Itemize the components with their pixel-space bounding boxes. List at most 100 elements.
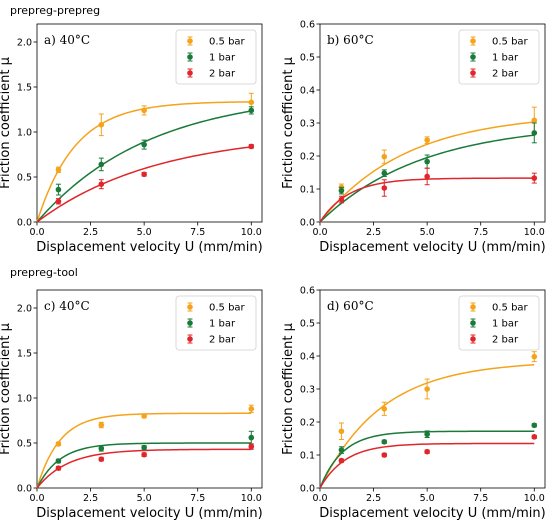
data-point-series-0 <box>248 99 255 106</box>
y-tick-label: 0.5 <box>300 52 315 63</box>
chart-panels: 0.0 2.5 5.0 7.5 10.0 0.0 0.5 1.0 1.5 2.0 Displacem… <box>0 19 546 521</box>
x-tick-label: 7.5 <box>190 493 205 504</box>
data-point-series-0 <box>248 406 255 412</box>
data-point-series-0 <box>424 386 430 392</box>
y-axis-label: Friction coefficient μ <box>0 323 13 455</box>
data-point-series-1 <box>55 186 62 193</box>
data-point-series-2 <box>338 457 345 464</box>
legend-entry-label: 1 bar <box>492 319 519 330</box>
x-tick-label: 5.0 <box>137 227 152 238</box>
plot-frame <box>36 289 263 489</box>
fit-curve-series-2 <box>36 448 252 489</box>
y-tick-label: 0.5 <box>17 172 32 183</box>
data-point-series-1 <box>424 431 430 438</box>
x-tick-label: 5.0 <box>420 493 435 504</box>
data-point-series-0 <box>338 428 345 435</box>
y-axis-label: Friction coefficient μ <box>281 57 296 189</box>
legend-entry-label: 2 bar <box>492 69 519 80</box>
legend-box <box>458 29 540 85</box>
data-point-series-1 <box>531 130 538 136</box>
y-tick-label: 0.5 <box>17 438 32 449</box>
y-tick-label: 0.4 <box>300 351 315 362</box>
x-tick-label: 2.5 <box>366 227 381 238</box>
data-point-series-2 <box>141 451 147 458</box>
legend-marker <box>187 54 193 60</box>
fit-curve-series-0 <box>319 121 535 223</box>
y-tick-label: 1.0 <box>17 393 32 404</box>
data-point-series-1 <box>338 187 345 194</box>
y-tick-label: 2.0 <box>17 303 32 314</box>
data-point-series-0 <box>141 413 147 419</box>
data-point-series-2 <box>248 443 255 450</box>
panel-label: b) 60°C <box>327 33 374 47</box>
legend-marker <box>470 54 476 60</box>
data-point-series-1 <box>531 422 538 429</box>
data-point-series-2 <box>55 198 62 205</box>
legend-entry-label: 0.5 bar <box>209 37 246 48</box>
x-tick-label: 10.0 <box>524 493 545 504</box>
data-point-series-0 <box>98 422 105 428</box>
data-point-series-0 <box>381 153 388 160</box>
x-tick-label: 0.0 <box>312 227 327 238</box>
legend-marker <box>187 304 193 310</box>
chart-panel-3: 0.0 2.5 5.0 7.5 10.0 0.0 0.1 0.2 0.3 0.4 0.5 0.6 Dis… <box>281 285 546 521</box>
legend-entry-label: 0.5 bar <box>492 37 529 48</box>
data-point-series-1 <box>98 161 105 168</box>
data-point-series-2 <box>98 181 105 187</box>
legend-box <box>175 295 257 351</box>
legend-marker <box>470 336 476 342</box>
x-tick-label: 10.0 <box>241 493 262 504</box>
data-point-series-2 <box>381 452 388 458</box>
x-tick-label: 2.5 <box>366 493 381 504</box>
y-tick-label: 0.5 <box>300 318 315 329</box>
x-axis-label: Displacement velocity U (mm/min) <box>319 506 545 521</box>
data-point-series-1 <box>98 445 105 452</box>
data-point-series-0 <box>98 122 105 128</box>
chart-panel-2: 0.0 2.5 5.0 7.5 10.0 0.0 0.5 1.0 1.5 2.0 Displacem… <box>0 289 263 521</box>
y-tick-label: 0.4 <box>300 85 315 96</box>
data-point-series-1 <box>141 141 147 148</box>
x-tick-label: 7.5 <box>473 227 488 238</box>
chart-panel-0: 0.0 2.5 5.0 7.5 10.0 0.0 0.5 1.0 1.5 2.0 Displacem… <box>0 23 263 255</box>
data-point-series-2 <box>381 185 388 191</box>
legend-marker <box>187 38 193 44</box>
x-tick-label: 5.0 <box>420 227 435 238</box>
legend-marker <box>470 320 476 326</box>
fit-curve-series-2 <box>319 442 535 489</box>
y-tick-label: 0.2 <box>300 151 315 162</box>
data-point-series-2 <box>531 175 538 181</box>
section-label-prepreg-prepreg: prepreg-prepreg <box>10 4 100 17</box>
data-point-series-0 <box>55 441 62 447</box>
y-tick-label: 1.5 <box>17 348 32 359</box>
x-axis-label: Displacement velocity U (mm/min) <box>36 506 262 521</box>
data-point-series-1 <box>248 107 255 114</box>
y-axis-label: Friction coefficient μ <box>281 323 296 455</box>
data-point-series-0 <box>381 406 388 412</box>
y-tick-label: 0.6 <box>300 285 315 296</box>
data-point-series-0 <box>55 167 62 173</box>
legend-entry-label: 2 bar <box>492 335 519 346</box>
data-point-series-1 <box>55 458 62 464</box>
y-tick-label: 0.6 <box>300 19 315 30</box>
panel-label: d) 60°C <box>327 299 374 313</box>
y-tick-label: 0.2 <box>300 417 315 428</box>
y-tick-label: 0.3 <box>300 384 315 395</box>
legend-entry-label: 2 bar <box>209 69 236 80</box>
x-tick-label: 10.0 <box>524 227 545 238</box>
data-point-series-2 <box>55 465 62 472</box>
x-tick-label: 7.5 <box>190 227 205 238</box>
data-point-series-0 <box>424 137 430 143</box>
section-label-prepreg-tool: prepreg-tool <box>10 266 78 279</box>
chart-panel-1: 0.0 2.5 5.0 7.5 10.0 0.0 0.1 0.2 0.3 0.4 0.5 0.6 Dis… <box>281 19 546 255</box>
y-tick-label: 0.0 <box>300 217 315 228</box>
data-point-series-1 <box>381 439 388 445</box>
data-point-series-1 <box>424 158 430 165</box>
data-point-series-0 <box>141 107 147 114</box>
legend-marker <box>187 70 193 76</box>
y-tick-label: 0.3 <box>300 118 315 129</box>
plot-frame <box>36 23 263 223</box>
x-tick-label: 5.0 <box>137 493 152 504</box>
legend-entry-label: 0.5 bar <box>209 303 246 314</box>
data-point-series-2 <box>98 456 105 463</box>
